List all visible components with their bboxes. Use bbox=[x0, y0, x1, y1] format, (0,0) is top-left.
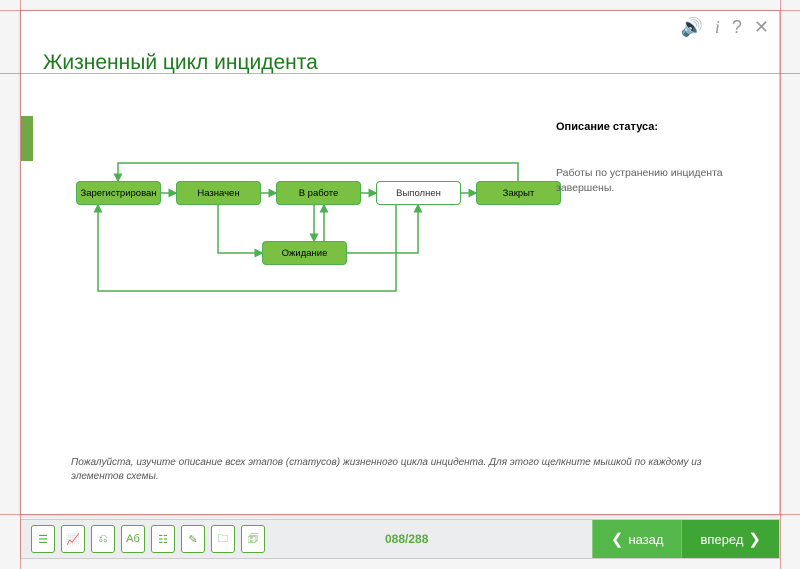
status-description-body: Работы по устранению инцидента завершены… bbox=[556, 166, 756, 195]
flow-node-wait[interactable]: Ожидание bbox=[262, 241, 347, 265]
flow-node-closed[interactable]: Закрыт bbox=[476, 181, 561, 205]
instruction-text: Пожалуйста, изучите описание всех этапов… bbox=[71, 456, 731, 484]
flowchart: ЗарегистрированНазначенВ работеВыполненЗ… bbox=[76, 161, 556, 311]
status-description-title: Описание статуса: bbox=[556, 121, 658, 133]
toolbar-doc-icon[interactable]: ⎌ bbox=[91, 525, 115, 553]
chevron-right-icon: ❯ bbox=[748, 530, 761, 548]
flow-node-inwork[interactable]: В работе bbox=[276, 181, 361, 205]
toolbar-chart-icon[interactable]: 📈 bbox=[61, 525, 85, 553]
top-controls: 🔊 i ? ✕ bbox=[680, 17, 769, 38]
info-icon[interactable]: i bbox=[715, 17, 720, 38]
toolbar-icons: ☰📈⎌Aб☷✎🗀🗊 bbox=[31, 525, 265, 553]
page-title: Жизненный цикл инцидента bbox=[43, 51, 318, 75]
help-icon[interactable]: ? bbox=[732, 17, 742, 38]
toolbar-calc-icon[interactable]: ☷ bbox=[151, 525, 175, 553]
bottom-toolbar: ☰📈⎌Aб☷✎🗀🗊 088/288 ❮ назад вперед ❯ bbox=[20, 519, 780, 559]
back-button[interactable]: ❮ назад bbox=[592, 520, 682, 558]
counter-current: 088 bbox=[385, 532, 405, 546]
nav-buttons: ❮ назад вперед ❯ bbox=[592, 520, 779, 558]
forward-label: вперед bbox=[700, 532, 743, 547]
flow-node-registered[interactable]: Зарегистрирован bbox=[76, 181, 161, 205]
flow-node-assigned[interactable]: Назначен bbox=[176, 181, 261, 205]
toolbar-list-icon[interactable]: ☰ bbox=[31, 525, 55, 553]
flow-node-done[interactable]: Выполнен bbox=[376, 181, 461, 205]
side-tab[interactable] bbox=[21, 116, 33, 161]
toolbar-folder-icon[interactable]: 🗀 bbox=[211, 525, 235, 553]
sound-icon[interactable]: 🔊 bbox=[680, 17, 702, 38]
slide-page: 🔊 i ? ✕ Жизненный цикл инцидента bbox=[20, 10, 780, 515]
counter-total: 288 bbox=[408, 532, 428, 546]
forward-button[interactable]: вперед ❯ bbox=[681, 520, 779, 558]
toolbar-note-icon[interactable]: 🗊 bbox=[241, 525, 265, 553]
toolbar-text-icon[interactable]: Aб bbox=[121, 525, 145, 553]
chevron-left-icon: ❮ bbox=[611, 530, 624, 548]
toolbar-edit-icon[interactable]: ✎ bbox=[181, 525, 205, 553]
close-icon[interactable]: ✕ bbox=[754, 17, 769, 38]
back-label: назад bbox=[628, 532, 663, 547]
page-counter: 088/288 bbox=[385, 532, 428, 546]
